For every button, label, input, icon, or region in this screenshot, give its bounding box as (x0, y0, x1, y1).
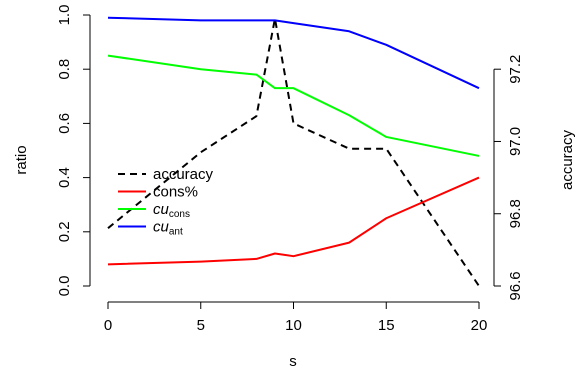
y-left-tick-label: 1.0 (56, 5, 73, 26)
y-left-tick-label: 0.6 (56, 113, 73, 134)
y-left-tick-label: 0.0 (56, 276, 73, 297)
y-right-tick-label: 96.8 (507, 199, 524, 228)
x-tick-label: 5 (197, 317, 205, 334)
y-axis-right-title: accuracy (559, 129, 576, 190)
legend-label: cons% (153, 184, 198, 201)
series-line-cu-cons (107, 54, 480, 157)
series-line-cu-ant (107, 16, 480, 90)
series-layer (107, 16, 480, 287)
y-right-tick-label: 96.6 (507, 271, 524, 300)
axis-layer: 0 5 10 15 20 0.0 0.2 0.4 0.6 0.8 1.0 96.6 96.8 97.0 97… (56, 5, 524, 334)
x-tick-label: 20 (471, 317, 488, 334)
x-tick-label: 10 (285, 317, 302, 334)
y-right-tick-label: 97.2 (507, 55, 524, 84)
series-line-cons (107, 176, 480, 266)
y-left-tick-label: 0.4 (56, 167, 73, 188)
legend-label: accuracy (153, 166, 214, 183)
x-tick-label: 0 (104, 317, 112, 334)
x-axis-title: s (289, 353, 297, 370)
y-left-tick-label: 0.8 (56, 59, 73, 80)
y-left-tick-label: 0.2 (56, 221, 73, 242)
legend-label: cucons (153, 201, 190, 220)
x-tick-label: 15 (378, 317, 395, 334)
y-right-tick-label: 97.0 (507, 127, 524, 156)
y-axis-left-title: ratio (13, 145, 30, 174)
series-line-accuracy (107, 17, 480, 287)
legend-label: cuant (153, 219, 183, 238)
